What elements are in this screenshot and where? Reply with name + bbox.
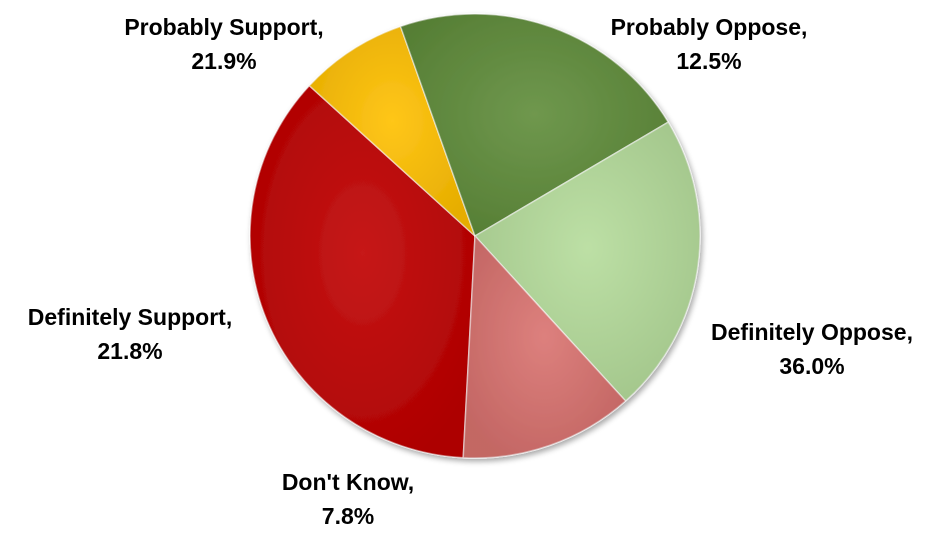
- slice-label-name: Definitely Oppose,: [711, 319, 913, 345]
- slice-label: Probably Support, 21.9%: [124, 14, 323, 74]
- slice-label-value: 36.0%: [779, 353, 844, 379]
- slice-label: Probably Oppose, 12.5%: [611, 14, 808, 74]
- pie-slice-shading: [249, 85, 475, 458]
- slice-label: Definitely Support, 21.8%: [28, 304, 232, 364]
- slice-label-name: Probably Oppose,: [611, 14, 808, 40]
- pie-slice-shading: [463, 236, 626, 459]
- slice-label-value: 21.9%: [191, 48, 256, 74]
- slice-label-name: Definitely Support,: [28, 304, 232, 330]
- pie-slices: [249, 13, 701, 459]
- pie-labels: Definitely Oppose, 36.0% Don't Know, 7.8% De…: [28, 14, 913, 529]
- pie-slice-shading: [400, 13, 669, 236]
- slice-label-value: 12.5%: [676, 48, 741, 74]
- slice-label-name: Don't Know,: [282, 469, 414, 495]
- slice-label-value: 21.8%: [97, 338, 162, 364]
- slice-label: Don't Know, 7.8%: [282, 469, 414, 529]
- pie-slice-shading: [475, 122, 701, 401]
- slice-label-value: 7.8%: [322, 503, 374, 529]
- slice-label: Definitely Oppose, 36.0%: [711, 319, 913, 379]
- slice-label-name: Probably Support,: [124, 14, 323, 40]
- pie-slice-shading: [309, 26, 475, 236]
